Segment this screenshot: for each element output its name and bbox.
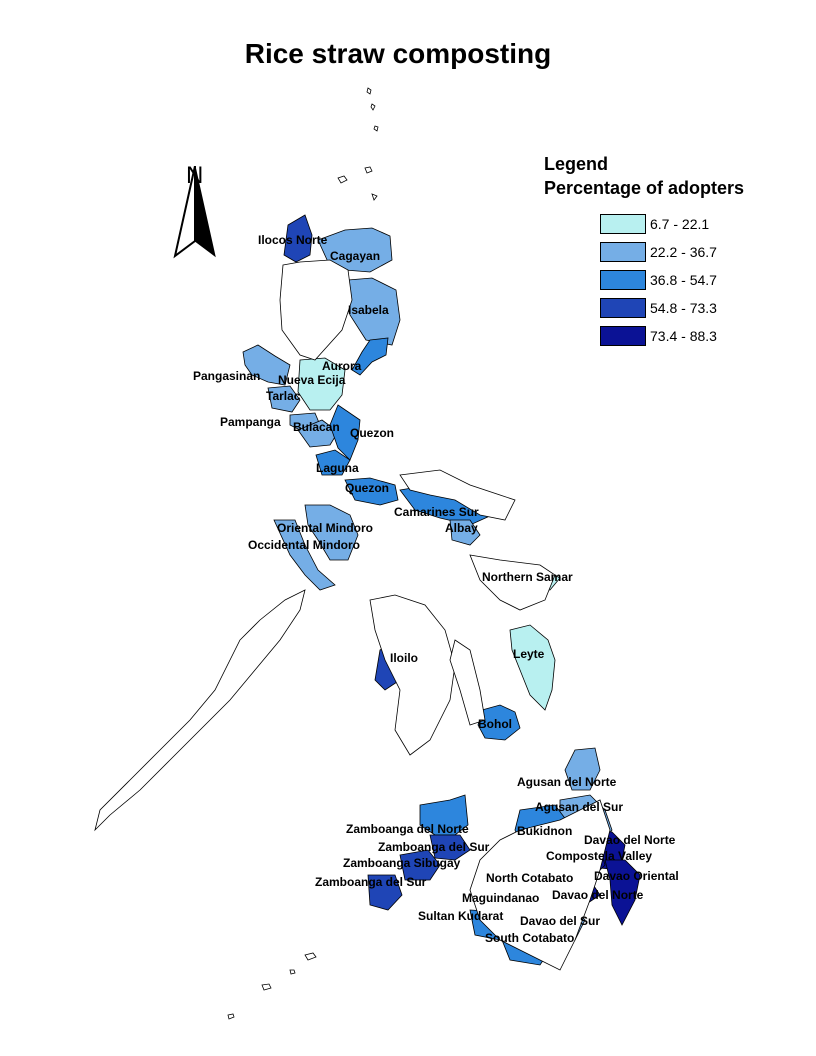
province-label: Cagayan	[330, 249, 380, 263]
province-shape	[273, 519, 336, 591]
province-shape	[429, 834, 471, 861]
province-shape	[564, 747, 601, 791]
province-label: Davao del Sur	[520, 914, 600, 928]
province-label: Maguindanao	[462, 891, 539, 905]
legend-item: 73.4 - 88.3	[544, 326, 794, 354]
province-label: Nueva Ecija	[278, 373, 346, 387]
province-label: Compostela Valley	[546, 849, 652, 863]
legend-swatch	[600, 298, 646, 318]
province-shape	[367, 874, 403, 911]
province-label: Quezon	[350, 426, 394, 440]
province-label: Bohol	[478, 717, 512, 731]
province-label: Bukidnon	[517, 824, 572, 838]
province-label: Oriental Mindoro	[277, 521, 373, 535]
province-shape	[604, 859, 641, 926]
province-label: Agusan del Norte	[517, 775, 617, 789]
island-cebu-white	[449, 639, 486, 726]
province-label: Sultan Kudarat	[418, 909, 503, 923]
outline-islands	[94, 87, 611, 1020]
province-shape	[267, 385, 301, 413]
province-label: North Cotabato	[486, 871, 573, 885]
province-label: Zamboanga del Sur	[315, 875, 427, 889]
province-label: Northern Samar	[482, 570, 573, 584]
province-shape	[315, 449, 351, 476]
island-sulu	[227, 952, 317, 1020]
legend-swatch	[600, 270, 646, 290]
province-label: Zamboanga del Sur	[378, 840, 490, 854]
legend-swatch	[600, 214, 646, 234]
island-babuyan	[337, 166, 378, 201]
legend-item: 6.7 - 22.1	[544, 214, 794, 242]
legend-swatch	[600, 242, 646, 262]
province-shape	[242, 344, 291, 386]
province-label: Davao del Norte	[584, 833, 676, 847]
province-shape	[419, 794, 469, 836]
legend-range: 73.4 - 88.3	[650, 328, 717, 344]
island-mindanao-white	[469, 799, 611, 971]
province-label: Bulacan	[293, 420, 340, 434]
province-shape	[509, 624, 556, 711]
province-label: Aurora	[322, 359, 362, 373]
legend-title: Legend	[544, 154, 609, 174]
island-panay-negros-white	[369, 594, 456, 756]
legend-range: 36.8 - 54.7	[650, 272, 717, 288]
province-shape	[344, 477, 399, 506]
province-shape	[449, 519, 481, 546]
province-label: Iloilo	[390, 651, 418, 665]
province-shape	[297, 419, 339, 448]
province-label: Ilocos Norte	[258, 233, 328, 247]
province-label: Agusan del Sur	[535, 800, 623, 814]
legend-range: 54.8 - 73.3	[650, 300, 717, 316]
province-label: Laguna	[316, 461, 359, 475]
province-label: Davao del Norte	[552, 888, 644, 902]
province-label: Davao Oriental	[594, 869, 679, 883]
province-shape	[304, 504, 359, 561]
province-label: Occidental Mindoro	[248, 538, 360, 552]
province-label: Zamboanga del Norte	[346, 822, 469, 836]
map-title: Rice straw composting	[244, 38, 552, 69]
province-shape	[477, 704, 521, 741]
province-label: South Cotabato	[485, 931, 574, 945]
legend-list: 6.7 - 22.1 22.2 - 36.7 36.8 - 54.7 54.8 …	[544, 214, 794, 354]
island-central-luzon-white	[279, 259, 353, 361]
island-samar-white	[469, 554, 556, 611]
province-label: Zamboanga Sibugay	[343, 856, 461, 870]
province-label: Leyte	[513, 647, 545, 661]
island-bicol-white	[399, 469, 516, 521]
legend-item: 36.8 - 54.7	[544, 270, 794, 298]
province-label: Isabela	[348, 303, 389, 317]
north-arrow-icon	[173, 166, 216, 259]
legend-swatch	[600, 326, 646, 346]
province-shape	[283, 214, 313, 263]
province-label: Pangasinan	[193, 369, 260, 383]
province-shape	[297, 357, 346, 411]
province-label: Albay	[445, 521, 478, 535]
legend-item: 22.2 - 36.7	[544, 242, 794, 270]
province-label: Camarines Sur	[394, 505, 479, 519]
legend-range: 6.7 - 22.1	[650, 216, 710, 232]
province-shape	[351, 337, 389, 376]
island-palawan	[94, 589, 306, 832]
province-label: Quezon	[345, 481, 389, 495]
island-batanes	[366, 87, 379, 132]
legend-range: 22.2 - 36.7	[650, 244, 717, 260]
province-label: Tarlac	[266, 389, 301, 403]
province-label: Pampanga	[220, 415, 281, 429]
legend-item: 54.8 - 73.3	[544, 298, 794, 326]
legend-subtitle: Percentage of adopters	[544, 178, 745, 198]
province-shape	[399, 849, 441, 881]
legend: Legend Percentage of adopters 6.7 - 22.1…	[544, 152, 794, 354]
